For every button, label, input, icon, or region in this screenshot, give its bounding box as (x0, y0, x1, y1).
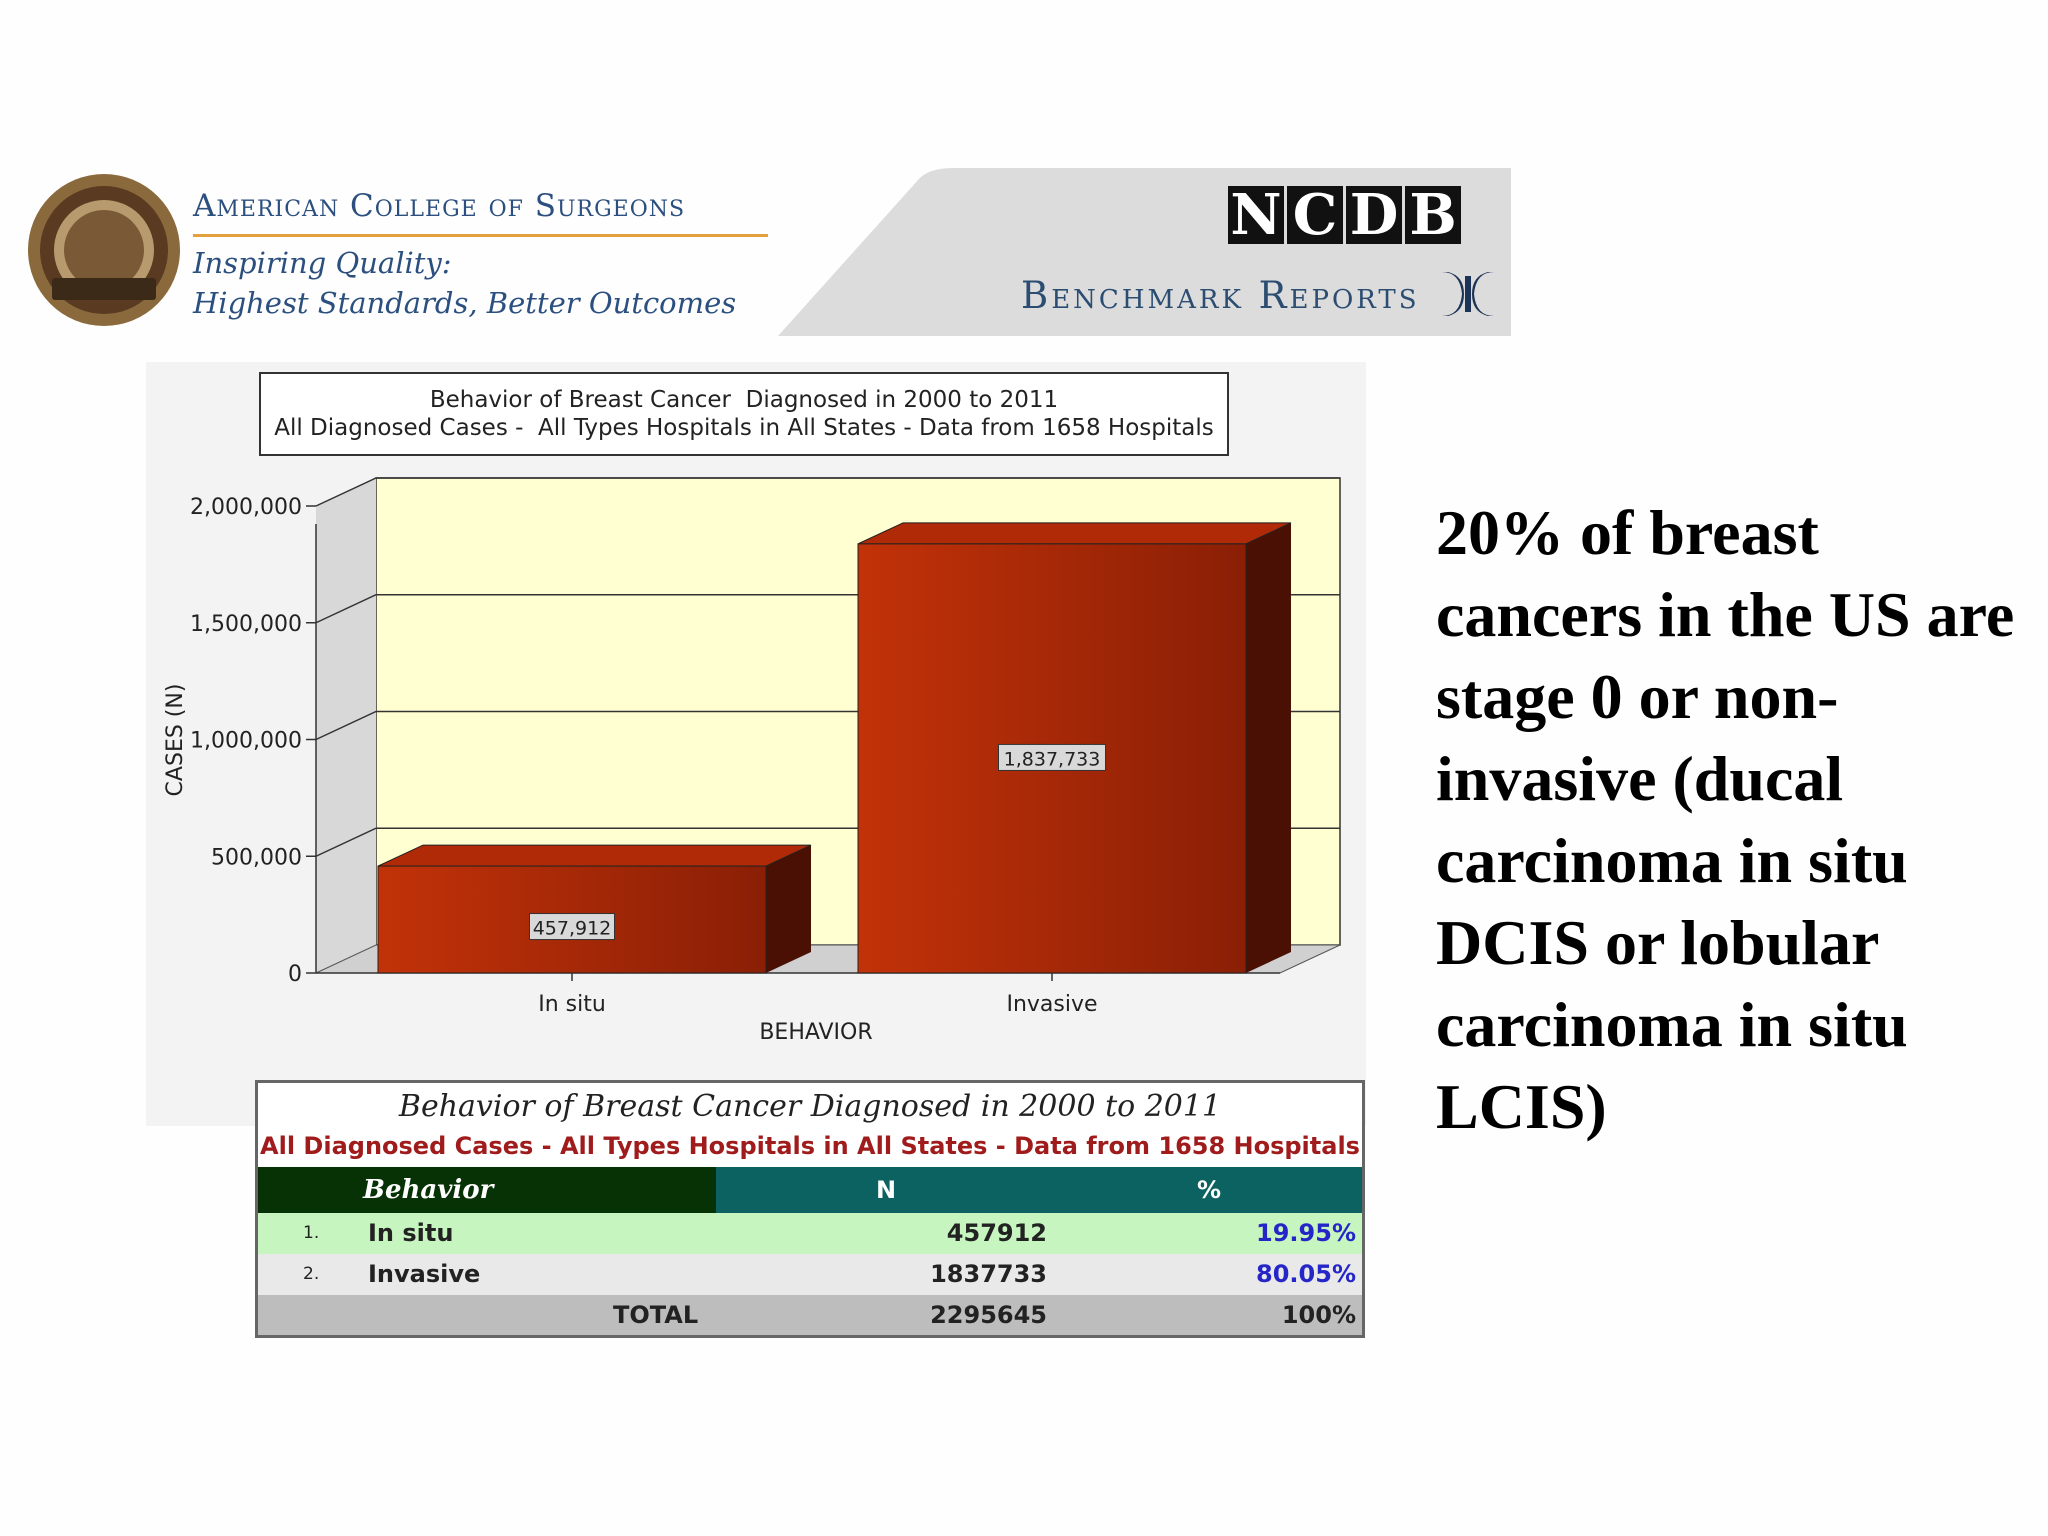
table-header: Behavior N % (258, 1167, 1362, 1213)
benchmark-logo-icon (1442, 272, 1494, 316)
bar-top (377, 844, 812, 867)
data-label-box (998, 743, 1106, 771)
table-total-row: TOTAL 2295645 100% (258, 1295, 1362, 1335)
chart-title: Behavior of Breast Cancer Diagnosed in 2… (429, 387, 1059, 413)
header-n: N (716, 1167, 1056, 1213)
x-axis-label: BEHAVIOR (759, 1020, 872, 1045)
ncdb-letter: N (1228, 186, 1284, 244)
row-index: 1. (303, 1223, 320, 1243)
table-row: 1. In situ 457912 19.95% (258, 1213, 1362, 1254)
total-label: TOTAL (613, 1301, 699, 1329)
x-tick-label: Invasive (1006, 992, 1097, 1017)
ncdb-letter: D (1346, 186, 1402, 244)
row-label: In situ (368, 1219, 454, 1247)
header-pct: % (1056, 1167, 1362, 1213)
tagline-1: Inspiring Quality: (193, 246, 452, 280)
tagline-2: Highest Standards, Better Outcomes (193, 286, 737, 320)
data-label: 1,837,733 (1004, 748, 1101, 770)
bar-side (1246, 522, 1291, 973)
header-behavior: Behavior (258, 1167, 716, 1213)
chart-subtitle: All Diagnosed Cases - All Types Hospital… (274, 415, 1214, 441)
total-pct: 100% (1281, 1301, 1356, 1329)
row-label: Invasive (368, 1260, 481, 1288)
row-pct: 80.05% (1256, 1260, 1356, 1288)
org-name: American College of Surgeons (193, 188, 686, 224)
gridline (315, 477, 1340, 507)
ncdb-letter: B (1405, 186, 1461, 244)
divider (193, 234, 768, 237)
ncdb-letter: C (1287, 186, 1343, 244)
acs-seal-icon (28, 174, 180, 326)
row-n: 1837733 (930, 1260, 1047, 1288)
y-tick-label: 500,000 (211, 845, 302, 870)
chart-title-box: Behavior of Breast Cancer Diagnosed in 2… (259, 372, 1229, 456)
data-label: 457,912 (533, 918, 612, 940)
x-tick-label: In situ (538, 992, 606, 1017)
data-table: Behavior of Breast Cancer Diagnosed in 2… (255, 1080, 1365, 1338)
data-label-box (529, 913, 615, 941)
y-tick-label: 0 (288, 962, 302, 987)
y-tick-label: 1,500,000 (190, 612, 302, 637)
y-tick-label: 1,000,000 (190, 729, 302, 754)
row-n: 457912 (946, 1219, 1047, 1247)
bar-top (857, 522, 1292, 545)
table-row: 2. Invasive 1837733 80.05% (258, 1254, 1362, 1295)
y-axis-label: CASES (N) (163, 684, 188, 797)
y-tick-label: 2,000,000 (190, 495, 302, 520)
ncdb-logo: N C D B (1228, 186, 1461, 244)
header-banner: American College of Surgeons Inspiring Q… (18, 166, 1511, 336)
slide-body-text: 20% of breast cancers in the US are stag… (1436, 497, 2015, 1142)
report-name: Benchmark Reports (1021, 274, 1420, 317)
row-pct: 19.95% (1256, 1219, 1356, 1247)
table-title: Behavior of Breast Cancer Diagnosed in 2… (398, 1089, 1222, 1124)
total-n: 2295645 (930, 1301, 1047, 1329)
bar-side (766, 845, 811, 973)
row-index: 2. (303, 1264, 320, 1284)
table-subtitle: All Diagnosed Cases - All Types Hospital… (260, 1132, 1360, 1160)
